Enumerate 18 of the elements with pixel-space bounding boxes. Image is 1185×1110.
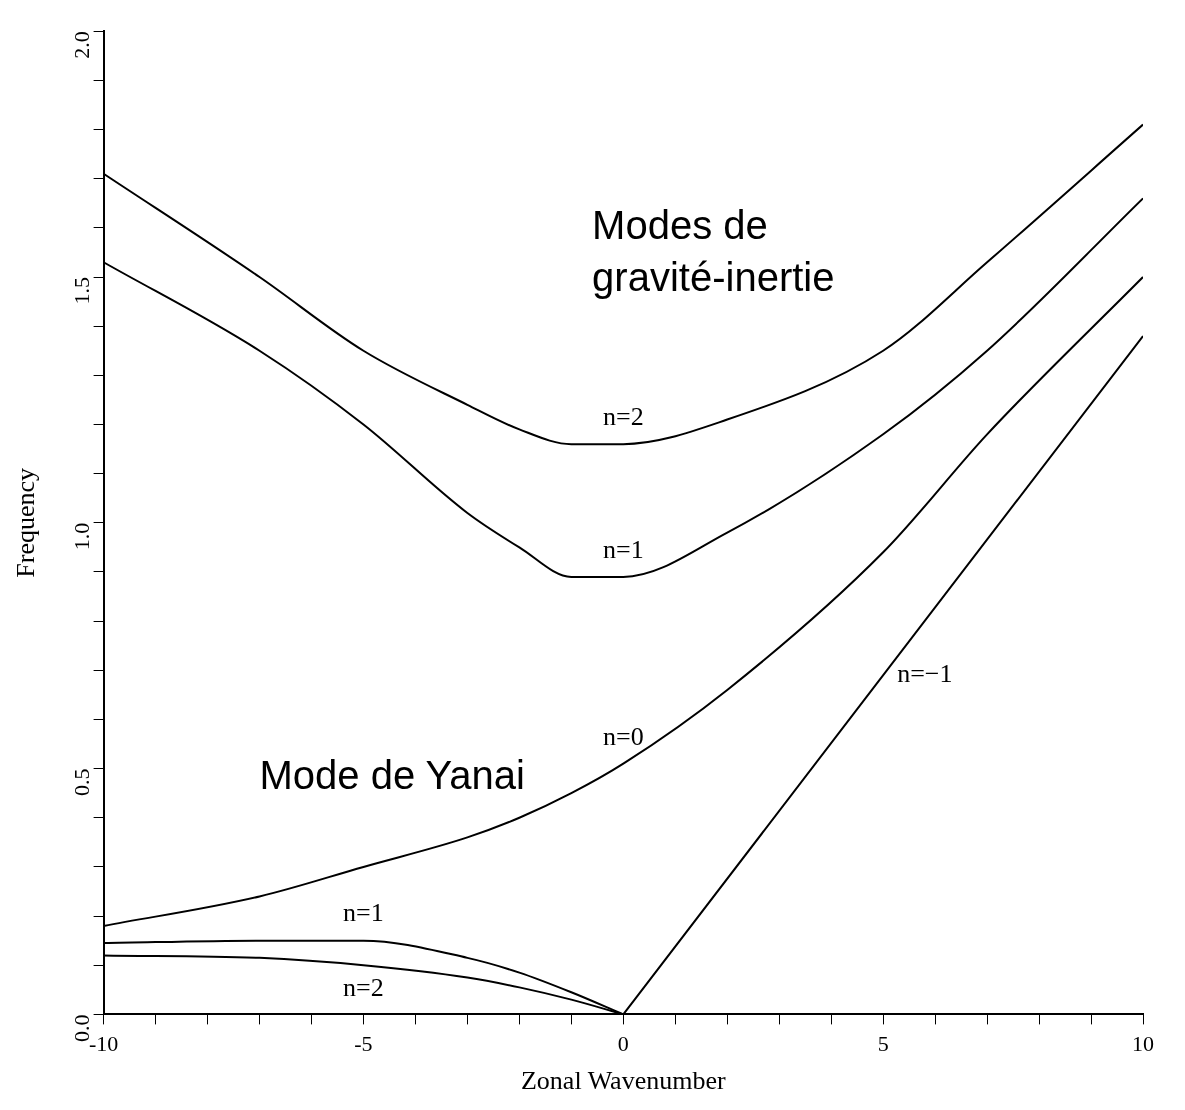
series-label: n=1 — [343, 898, 384, 928]
y-tick-label: 1.0 — [69, 522, 95, 551]
series-label: n=2 — [602, 401, 644, 431]
x-tick-label: 0 — [617, 1031, 629, 1057]
series-label: n=−1 — [897, 659, 953, 689]
series-label: n=2 — [343, 973, 384, 1003]
annotation: Modes de gravité-inertie — [592, 202, 835, 299]
x-tick-label: 10 — [1132, 1031, 1154, 1057]
annotation: Mode de Yanai — [259, 753, 525, 798]
y-axis-title: Frequency — [11, 467, 41, 578]
y-tick-label: 0.5 — [69, 768, 95, 797]
x-tick-label: 5 — [877, 1031, 889, 1057]
y-tick-label: 2.0 — [69, 31, 95, 59]
x-axis-title: Zonal Wavenumber — [520, 1066, 726, 1096]
x-tick-label: -5 — [354, 1031, 373, 1057]
series-label: n=0 — [602, 721, 644, 751]
series-label: n=1 — [602, 534, 644, 564]
y-tick-label: 1.5 — [69, 277, 95, 305]
